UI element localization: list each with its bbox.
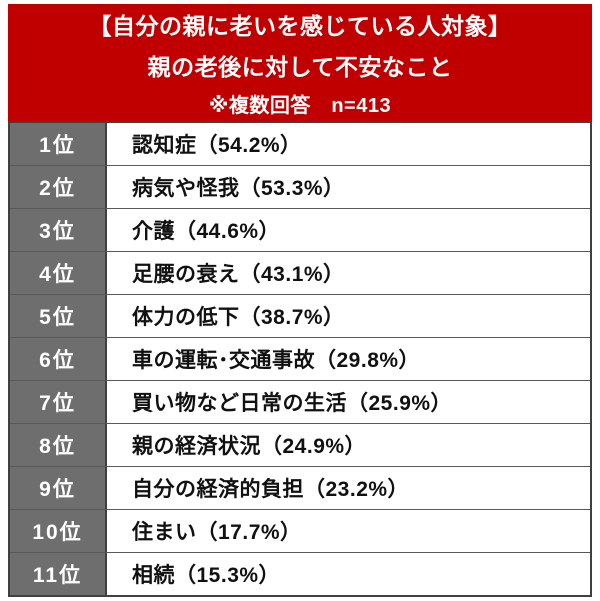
item-cell: 相続（15.3%） <box>107 553 590 595</box>
table-row: 1位 認知症（54.2%） <box>10 123 590 165</box>
rank-cell: 1位 <box>10 123 107 165</box>
rank-cell: 9位 <box>10 467 107 509</box>
rank-cell: 11位 <box>10 553 107 595</box>
item-cell: 車の運転･交通事故（29.8%） <box>107 338 590 380</box>
table-row: 11位 相続（15.3%） <box>10 552 590 595</box>
item-cell: 病気や怪我（53.3%） <box>107 166 590 208</box>
rank-cell: 7位 <box>10 381 107 423</box>
chart-title: 親の老後に対して不安なこと <box>147 54 453 80</box>
table-row: 5位 体力の低下（38.7%） <box>10 294 590 337</box>
header-audience-line: 【自分の親に老いを感じている人対象】 <box>88 13 512 39</box>
table-row: 6位 車の運転･交通事故（29.8%） <box>10 337 590 380</box>
rank-cell: 10位 <box>10 510 107 552</box>
item-cell: 買い物など日常の生活（25.9%） <box>107 381 590 423</box>
table-row: 9位 自分の経済的負担（23.2%） <box>10 466 590 509</box>
item-cell: 足腰の衰え（43.1%） <box>107 252 590 294</box>
item-cell: 介護（44.6%） <box>107 209 590 251</box>
table-row: 7位 買い物など日常の生活（25.9%） <box>10 380 590 423</box>
table-row: 2位 病気や怪我（53.3%） <box>10 165 590 208</box>
sample-size-note: ※複数回答 n=413 <box>208 95 392 117</box>
rank-cell: 8位 <box>10 424 107 466</box>
rank-cell: 4位 <box>10 252 107 294</box>
table-row: 3位 介護（44.6%） <box>10 208 590 251</box>
rank-cell: 6位 <box>10 338 107 380</box>
item-cell: 体力の低下（38.7%） <box>107 295 590 337</box>
rank-cell: 2位 <box>10 166 107 208</box>
infographic-frame: 【自分の親に老いを感じている人対象】 親の老後に対して不安なこと ※複数回答 n… <box>8 4 592 597</box>
item-cell: 親の経済状況（24.9%） <box>107 424 590 466</box>
ranking-table: 1位 認知症（54.2%） 2位 病気や怪我（53.3%） 3位 介護（44.6… <box>8 121 592 597</box>
rank-cell: 3位 <box>10 209 107 251</box>
chart-header: 【自分の親に老いを感じている人対象】 親の老後に対して不安なこと ※複数回答 n… <box>8 4 592 121</box>
item-cell: 自分の経済的負担（23.2%） <box>107 467 590 509</box>
table-row: 10位 住まい（17.7%） <box>10 509 590 552</box>
table-row: 8位 親の経済状況（24.9%） <box>10 423 590 466</box>
item-cell: 認知症（54.2%） <box>107 123 590 165</box>
table-row: 4位 足腰の衰え（43.1%） <box>10 251 590 294</box>
rank-cell: 5位 <box>10 295 107 337</box>
item-cell: 住まい（17.7%） <box>107 510 590 552</box>
